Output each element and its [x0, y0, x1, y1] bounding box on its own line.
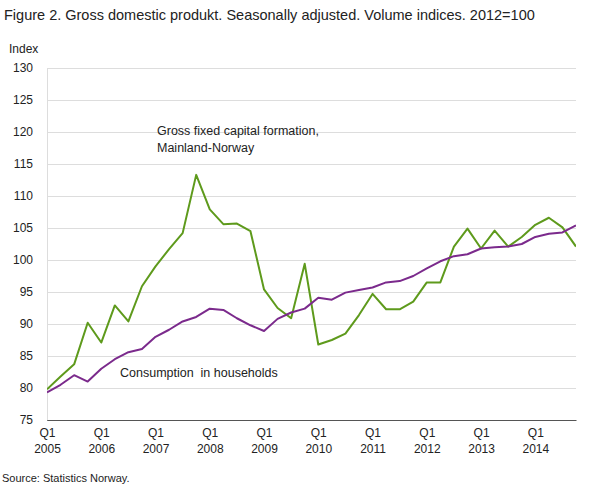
x-tick-label: Q12009 [251, 426, 278, 457]
grid-line [47, 164, 576, 165]
chart: Figure 2. Gross domestic produkt. Season… [0, 0, 609, 489]
x-tick-label: Q12013 [468, 426, 495, 457]
x-tick-label: Q12006 [88, 426, 115, 457]
y-tick-label: 130 [13, 61, 33, 75]
x-tick: Q12009 [251, 420, 278, 456]
grid [47, 68, 576, 420]
x-tick: Q12013 [468, 420, 495, 456]
x-tick: Q12014 [522, 420, 549, 456]
x-axis: Q12005 Q12006 Q12007 Q12008 Q12009 Q12010 Q120… [34, 420, 576, 456]
y-tick-label: 110 [14, 189, 33, 203]
x-tick-label: Q12010 [305, 426, 332, 457]
title: Figure 2. Gross domestic produkt. Season… [4, 7, 535, 23]
y-tick: 110 [14, 189, 47, 203]
y-axis-line [47, 69, 48, 421]
y-tick: 130 [13, 61, 47, 75]
y-tick-label: 75 [20, 413, 34, 427]
x-tick-label: Q12011 [360, 426, 386, 457]
y-tick: 115 [14, 157, 47, 171]
y-tick: 85 [20, 349, 47, 363]
series-line [47, 225, 576, 392]
grid-line [47, 356, 576, 357]
annotation: Mainland-Norway [157, 141, 255, 155]
x-tick-label: Q12012 [414, 426, 441, 457]
grid-line [47, 196, 576, 197]
y-tick: 125 [13, 93, 47, 107]
x-tick: Q12010 [305, 420, 332, 456]
y-tick: 105 [13, 221, 47, 235]
grid-line [47, 228, 576, 229]
grid-line [47, 68, 576, 69]
x-tick-label: Q12007 [143, 426, 170, 457]
annotation: Consumption in households [120, 366, 278, 380]
grid-line [47, 388, 576, 389]
x-axis-line [48, 420, 577, 421]
y-axis: 75 80 85 90 95 100 105 110 115 120 125 130 [13, 61, 48, 427]
x-tick: Q12012 [414, 420, 441, 456]
y-axis-label: Index [9, 42, 38, 56]
y-tick-label: 105 [13, 221, 33, 235]
y-tick: 95 [20, 285, 47, 299]
x-tick: Q12006 [88, 420, 115, 456]
y-tick: 90 [20, 317, 47, 331]
grid-line [47, 260, 576, 261]
y-tick: 120 [13, 125, 47, 139]
series-line [47, 175, 576, 389]
y-tick-label: 120 [13, 125, 33, 139]
y-tick-label: 85 [20, 349, 34, 363]
y-tick: 80 [20, 381, 47, 395]
x-tick-label: Q12008 [197, 426, 224, 457]
x-tick-label: Q12014 [522, 426, 549, 457]
plot-area [47, 175, 576, 393]
annotation: Gross fixed capital formation, [157, 124, 319, 138]
y-tick: 100 [13, 253, 47, 267]
y-tick-label: 100 [13, 253, 33, 267]
y-tick-label: 95 [20, 285, 34, 299]
grid-line [47, 324, 576, 325]
source: Source: Statistics Norway. [2, 472, 130, 484]
grid-line [47, 292, 576, 293]
x-tick: Q12008 [197, 420, 224, 456]
x-tick: Q12005 [34, 420, 61, 456]
y-tick-label: 115 [14, 157, 33, 171]
grid-line [47, 100, 576, 101]
x-tick: Q12007 [143, 420, 170, 456]
y-tick-label: 80 [20, 381, 34, 395]
x-tick: Q12011 [360, 420, 386, 456]
grid-line [47, 420, 576, 421]
y-tick-label: 90 [20, 317, 34, 331]
x-tick-label: Q12005 [34, 426, 61, 457]
y-tick-label: 125 [13, 93, 33, 107]
